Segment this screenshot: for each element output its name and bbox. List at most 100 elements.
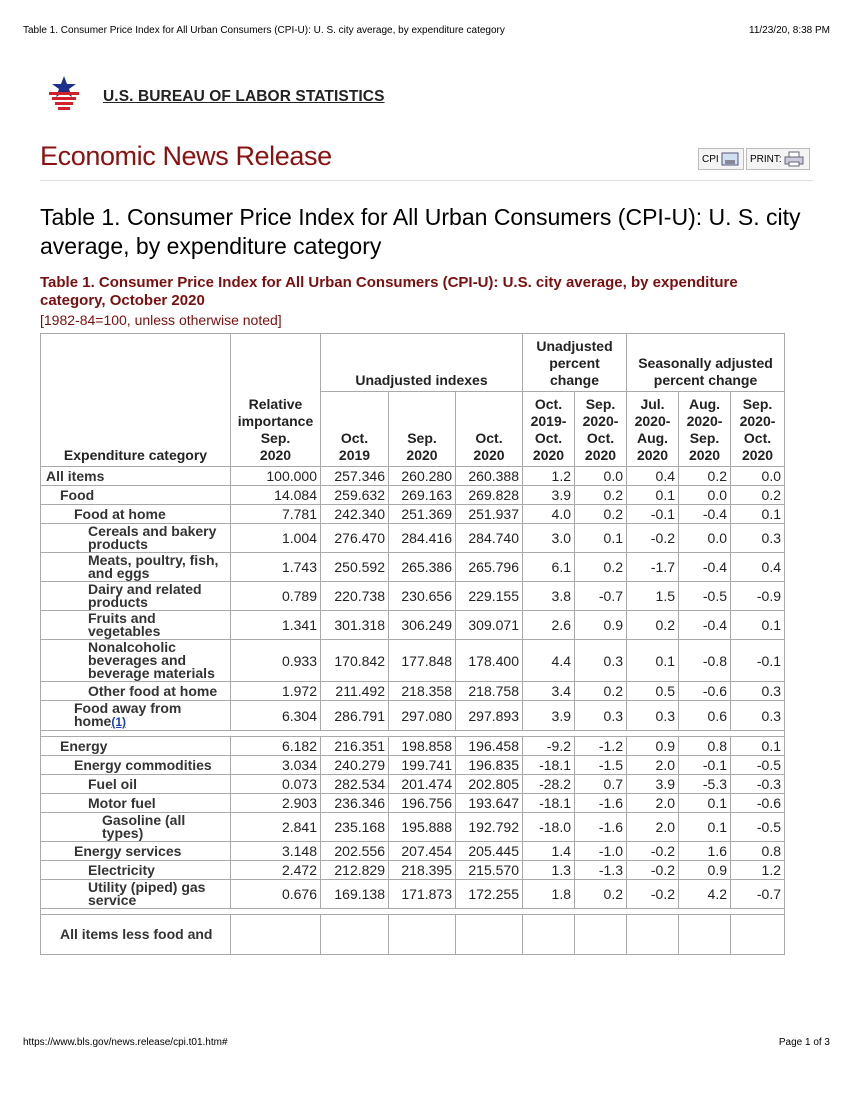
row-label-text: Other food at home xyxy=(88,682,218,699)
value-cell: 265.796 xyxy=(455,552,523,582)
value-cell: 0.2 xyxy=(626,610,680,640)
value-cell: 0.2 xyxy=(573,552,628,582)
value-cell: 212.829 xyxy=(320,860,389,880)
value-cell: 2.903 xyxy=(230,793,321,813)
value-cell: 0.1 xyxy=(730,736,785,756)
value-cell: 2.0 xyxy=(626,793,680,813)
section-title: Economic News Release xyxy=(40,141,332,171)
value-cell: 1.972 xyxy=(230,681,321,701)
value-cell: 1.2 xyxy=(522,466,575,486)
value-cell: 1.5 xyxy=(626,581,680,611)
value-cell: 0.1 xyxy=(730,610,785,640)
value-cell: 259.632 xyxy=(320,485,389,505)
value-cell: 7.781 xyxy=(230,504,321,524)
value-cell: 0.2 xyxy=(678,466,732,486)
value-cell: -1.2 xyxy=(573,736,628,756)
value-cell: -0.7 xyxy=(573,581,628,611)
value-cell: 0.2 xyxy=(730,485,785,505)
footnote-link[interactable]: (1) xyxy=(111,715,127,729)
value-cell: -18.1 xyxy=(522,755,575,775)
value-cell: 207.454 xyxy=(388,841,456,861)
value-cell: -0.8 xyxy=(678,639,732,682)
row-label-text: Energy xyxy=(60,737,108,754)
value-cell: 2.0 xyxy=(626,812,680,842)
value-cell: -5.3 xyxy=(678,774,732,794)
value-cell: 0.4 xyxy=(730,552,785,582)
value-cell xyxy=(455,914,523,955)
row-label: Fuel oil xyxy=(40,774,231,794)
agency-link[interactable]: U.S. BUREAU OF LABOR STATISTICS xyxy=(103,88,385,105)
row-label-text: Energy services xyxy=(74,842,182,859)
value-cell: 218.358 xyxy=(388,681,456,701)
row-label-text: All items less food and xyxy=(60,926,213,942)
value-cell: 0.7 xyxy=(573,774,628,794)
value-cell: -0.5 xyxy=(678,581,732,611)
table-row: All items less food and xyxy=(40,914,785,955)
value-cell: 169.138 xyxy=(320,879,389,909)
value-cell: 0.676 xyxy=(230,879,321,909)
value-cell: 297.893 xyxy=(455,700,523,731)
row-label-text: Cereals and bakery products xyxy=(88,523,217,552)
value-cell: 309.071 xyxy=(455,610,523,640)
value-cell: 0.0 xyxy=(730,466,785,486)
value-cell: 0.6 xyxy=(678,700,732,731)
value-cell: -9.2 xyxy=(522,736,575,756)
value-cell xyxy=(678,914,732,955)
row-label: Motor fuel xyxy=(40,793,231,813)
value-cell: 218.758 xyxy=(455,681,523,701)
table-row: Motor fuel 2.903 236.346 196.756 193.647 -18.… xyxy=(40,793,785,813)
value-cell: 0.1 xyxy=(678,812,732,842)
value-cell: -18.1 xyxy=(522,793,575,813)
value-cell: 0.933 xyxy=(230,639,321,682)
value-cell: -0.2 xyxy=(626,879,680,909)
value-cell: 192.792 xyxy=(455,812,523,842)
table-row: Other food at home 1.972 211.492 218.358 218… xyxy=(40,681,785,701)
value-cell: -18.0 xyxy=(522,812,575,842)
print-label: PRINT: xyxy=(750,153,782,165)
value-cell: 170.842 xyxy=(320,639,389,682)
header-row: Oct. 2019 Sep. 2020 Oct. 2020 Oct. 2019- Oc… xyxy=(41,390,785,468)
row-label-text: Gasoline (all types) xyxy=(102,812,186,841)
value-cell: 0.2 xyxy=(573,504,628,524)
value-cell: -1.0 xyxy=(573,841,628,861)
value-cell: -1.6 xyxy=(573,812,628,842)
table-row: Meats, poultry, fish, and eggs 1.743 250.5… xyxy=(40,552,785,582)
value-cell: 0.3 xyxy=(730,681,785,701)
value-cell: -0.1 xyxy=(678,755,732,775)
header-cell: Unadjusted indexes xyxy=(320,333,523,392)
value-cell: 196.835 xyxy=(455,755,523,775)
row-label-text: Motor fuel xyxy=(88,794,156,811)
value-cell: 3.148 xyxy=(230,841,321,861)
print-button[interactable]: PRINT: xyxy=(746,148,810,170)
row-label-text: Food away from home xyxy=(74,700,182,729)
row-label: Utility (piped) gas service xyxy=(40,879,231,909)
value-cell: 269.163 xyxy=(388,485,456,505)
value-cell: -0.2 xyxy=(626,523,680,553)
row-label: Cereals and bakery products xyxy=(40,523,231,553)
value-cell: 100.000 xyxy=(230,466,321,486)
value-cell: 240.279 xyxy=(320,755,389,775)
value-cell: 211.492 xyxy=(320,681,389,701)
header-cell: Oct. 2020 xyxy=(455,390,523,468)
value-cell: 1.6 xyxy=(678,841,732,861)
value-cell: 2.841 xyxy=(230,812,321,842)
value-cell: 6.304 xyxy=(230,700,321,731)
value-cell: 14.084 xyxy=(230,485,321,505)
row-label-text: Meats, poultry, fish, and eggs xyxy=(88,552,219,581)
value-cell: 3.8 xyxy=(522,581,575,611)
value-cell: 242.340 xyxy=(320,504,389,524)
value-cell: 198.858 xyxy=(388,736,456,756)
table-caption: Table 1. Consumer Price Index for All Ur… xyxy=(40,274,738,309)
value-cell: 286.791 xyxy=(320,700,389,731)
value-cell: -0.2 xyxy=(626,841,680,861)
value-cell: 171.873 xyxy=(388,879,456,909)
value-cell: -0.5 xyxy=(730,755,785,775)
value-cell: 0.789 xyxy=(230,581,321,611)
cpi-button[interactable]: CPI xyxy=(698,148,744,170)
value-cell: 3.9 xyxy=(522,485,575,505)
print-title: Table 1. Consumer Price Index for All Ur… xyxy=(23,25,505,36)
value-cell: 3.034 xyxy=(230,755,321,775)
value-cell: -0.2 xyxy=(626,860,680,880)
value-cell: 4.2 xyxy=(678,879,732,909)
row-label: All items xyxy=(40,466,231,486)
